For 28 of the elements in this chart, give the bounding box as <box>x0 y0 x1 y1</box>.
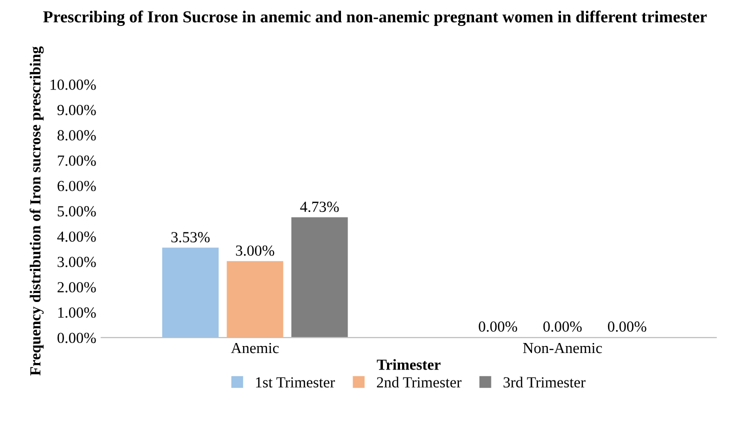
y-tick-label: 6.00% <box>58 180 96 192</box>
legend-label: 1st Trimester <box>256 377 335 388</box>
bar <box>291 217 348 338</box>
bar <box>162 248 219 338</box>
bar <box>226 261 284 338</box>
y-tick-label: 7.00% <box>58 156 96 166</box>
y-tick-label: 8.00% <box>58 130 96 141</box>
y-tick-label: 2.00% <box>58 282 96 292</box>
data-label: 0.00% <box>608 321 646 332</box>
legend-label: 2nd Trimester <box>376 376 462 388</box>
data-label: 4.73% <box>300 202 339 212</box>
y-tick-label: 3.00% <box>58 256 96 268</box>
legend-label: 3rd Trimester <box>504 376 586 388</box>
data-label: 0.00% <box>543 321 582 332</box>
x-tick-label: Anemic <box>230 342 279 354</box>
data-label: 3.00% <box>236 245 274 256</box>
y-tick-label: 10.00% <box>50 80 96 90</box>
y-tick-label: 9.00% <box>57 104 96 116</box>
y-tick-label: 1.00% <box>58 307 96 318</box>
data-label: 3.53% <box>171 232 210 242</box>
y-tick-label: 4.00% <box>57 231 96 242</box>
x-tick-label: Non-Anemic <box>523 342 602 354</box>
y-axis-title: Frequency distribution of Iron sucrose prescribing <box>30 46 44 376</box>
x-axis-title: Trimester <box>376 359 441 370</box>
y-tick-label: 5.00% <box>58 206 96 217</box>
data-label: 0.00% <box>478 321 518 332</box>
y-tick-label: 0.00% <box>58 332 96 344</box>
chart-title: Prescribing of Iron Sucrose in anemic and non-anemic pregnant women in different trimester <box>43 10 707 26</box>
